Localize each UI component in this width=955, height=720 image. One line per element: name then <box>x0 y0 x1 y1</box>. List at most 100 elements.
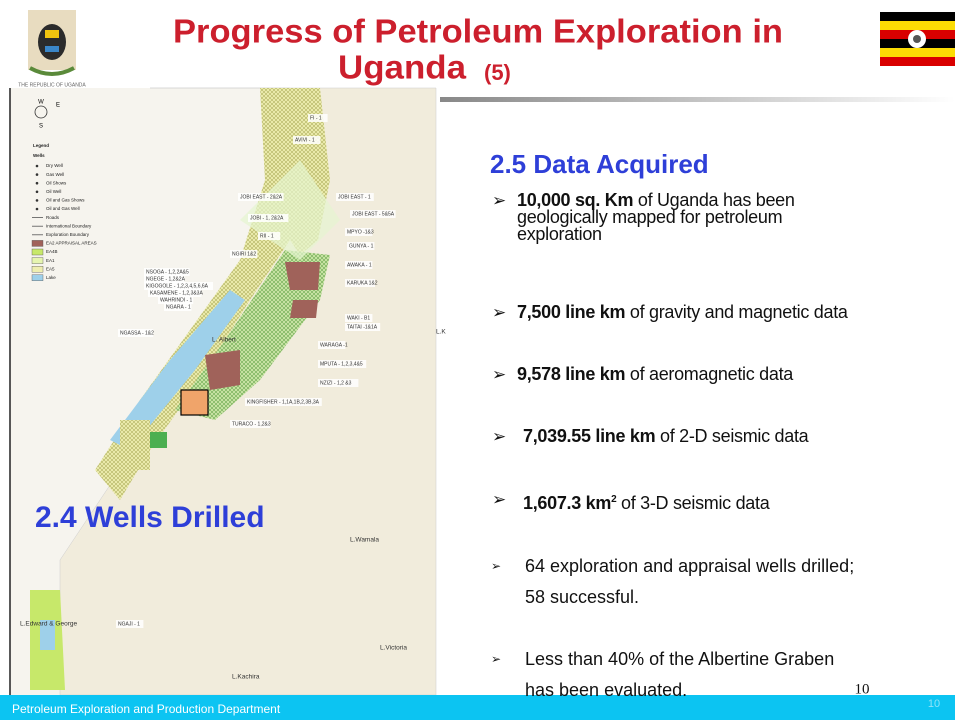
map-label-box <box>347 242 375 250</box>
legend-symbol <box>31 240 44 247</box>
map-label-box <box>336 193 374 201</box>
legend-item: Oil Shows <box>46 180 67 185</box>
legend-symbol <box>35 181 39 185</box>
map-label-box <box>318 379 359 387</box>
map-label-box <box>116 620 144 628</box>
map-label: AWAKA - 1 <box>347 262 372 268</box>
map-label: MPUTA - 1,2,3,4&5 <box>320 361 363 367</box>
bullet-sup: 2 <box>611 494 617 505</box>
legend-symbol <box>31 257 44 264</box>
title-rule <box>440 97 955 102</box>
map-label-box <box>245 398 322 406</box>
map-label: JOBI EAST - 1 <box>338 194 371 200</box>
legend-symbol <box>35 207 39 211</box>
bullet-bold: 10,000 sq. Km <box>517 190 634 210</box>
legend-item: EA1 <box>46 258 55 263</box>
map-label-box <box>345 314 373 322</box>
legend-item: Exploration Boundary <box>46 232 90 237</box>
legend-symbol <box>35 199 39 202</box>
legend-symbol <box>31 266 44 273</box>
legend-symbol <box>31 248 44 256</box>
map-label: JOBI - 1, 2&2A <box>250 215 284 221</box>
map-label-box <box>318 360 367 368</box>
bullet-bold: 7,500 line km <box>517 302 626 322</box>
map-label: L.Wamala <box>350 537 379 544</box>
bullet-text: 64 exploration and appraisal wells drill… <box>525 556 855 576</box>
legend-symbol <box>35 164 39 168</box>
map-label: NGIRI 1&2 <box>232 251 256 257</box>
map-label: KARUKA 1&2 <box>347 280 378 286</box>
map-label-box <box>158 296 194 304</box>
bullet-bold: 7,039.55 line km <box>523 426 656 446</box>
bullet-text: of gravity and magnetic data <box>625 302 848 322</box>
slide-number: 10 <box>928 698 940 710</box>
map-label-box <box>308 114 328 122</box>
legend-item: Roads <box>46 215 60 220</box>
map-label: L.Kachira <box>232 674 260 681</box>
map-label: GUNYA - 1 <box>349 243 374 249</box>
bullet-bold: 1,607.3 km <box>523 493 612 513</box>
legend-symbol <box>35 190 39 194</box>
right-heading: 2.5 Data Acquired <box>490 149 709 179</box>
map-labels: FI - 1 AVIVI - 1 JOBI EAST - 2&2A JOBI EAST… <box>20 114 446 681</box>
bullet-text: of 2-D seismic data <box>655 426 809 446</box>
map-label-box <box>148 289 202 297</box>
legend-item: International Boundary <box>46 223 92 228</box>
legend-item: Dry Well <box>46 163 63 168</box>
legend-item: EA4B <box>46 249 58 254</box>
bullet-text: of Uganda has been <box>633 190 795 210</box>
legend-symbol <box>31 274 44 281</box>
map-label-box <box>293 136 321 144</box>
map-label: NZIZI - 1,2 &3 <box>320 380 352 386</box>
map-label-box <box>345 323 381 331</box>
bullet-text: geologically mapped for petroleum <box>517 207 783 227</box>
legend-subtitle: Wells <box>33 153 45 158</box>
map-label-box <box>238 193 284 201</box>
page-number: 10 <box>855 681 870 697</box>
title-line-2: Uganda <box>338 49 467 86</box>
compass-s: S <box>39 124 43 130</box>
map-label: RII - 1 <box>260 233 274 239</box>
map-label: NSOGA - 1,2,2A&5 <box>146 269 189 275</box>
legend-item: Oil and Gas Shows <box>46 198 85 203</box>
footer-department: Petroleum Exploration and Production Dep… <box>12 702 281 716</box>
map-label-box <box>230 250 258 258</box>
map-label-box <box>144 268 190 276</box>
map-label-box <box>144 282 213 290</box>
map-label: KIGOGOLE - 1,2,3,4,5,6,6A <box>146 283 209 289</box>
legend-symbol <box>35 173 39 176</box>
emblem-caption: THE REPUBLIC OF UGANDA <box>18 82 86 88</box>
compass-w: W <box>38 100 44 106</box>
map <box>9 87 437 696</box>
bullet-bold: 9,578 line km <box>517 364 626 384</box>
map-label-box <box>144 275 185 283</box>
map-label-box <box>345 261 373 269</box>
legend-item: Oil and Gas Well <box>46 206 80 211</box>
map-label: L.Victoria <box>380 645 407 652</box>
map-label-box <box>164 303 192 311</box>
map-label: FI - 1 <box>310 115 322 121</box>
map-label-box <box>230 420 271 428</box>
bullet-text: of 3-D seismic data <box>616 493 770 513</box>
map-label: NGARA - 1 <box>166 304 191 310</box>
legend-item: EA2 APPRAISAL AREAS <box>46 241 97 246</box>
legend-title: Legend <box>33 143 49 148</box>
compass-e: E <box>56 103 60 109</box>
bullet-text: Less than 40% of the Albertine Graben <box>525 649 835 669</box>
map-label-box <box>248 214 289 222</box>
map-label: NGASSA - 1&2 <box>120 330 154 336</box>
map-label: KASAMENE - 1,2,3&3A <box>150 290 203 296</box>
title-number: (5) <box>484 60 511 85</box>
map-label: MPYO -1&3 <box>347 229 374 235</box>
map-label: JOBI EAST - 2&2A <box>240 194 283 200</box>
left-heading: 2.4 Wells Drilled <box>35 501 265 534</box>
map-label: AVIVI - 1 <box>295 137 315 143</box>
legend-item: EA5 <box>46 266 55 271</box>
legend-item: Lake <box>46 275 56 280</box>
legend-item: Gas Well <box>46 172 64 177</box>
legend-item: Oil Well <box>46 189 61 194</box>
map-label-box <box>350 210 396 218</box>
map-label: WARAGA -1 <box>320 342 348 348</box>
